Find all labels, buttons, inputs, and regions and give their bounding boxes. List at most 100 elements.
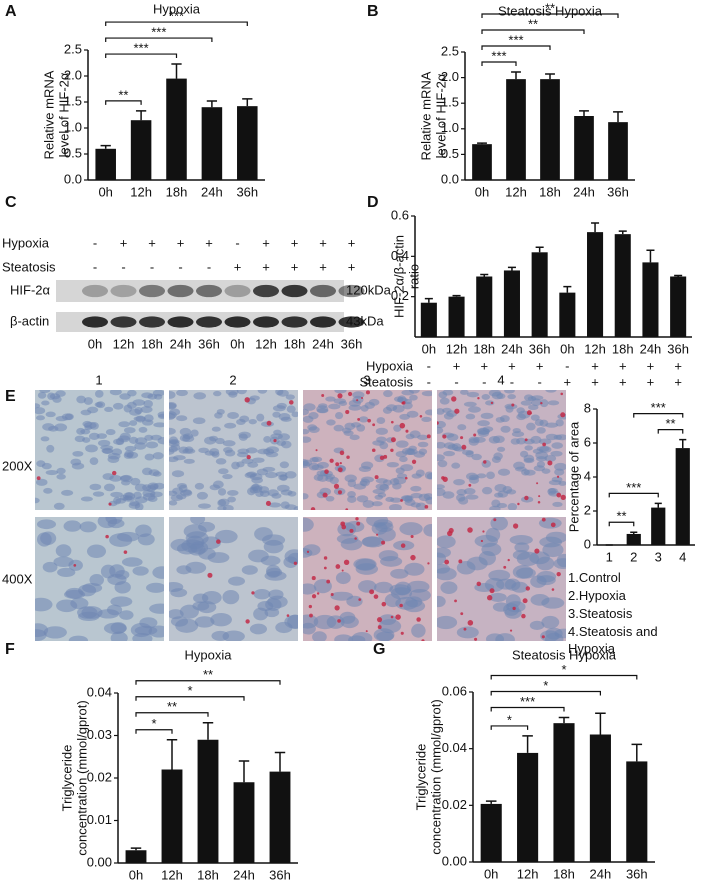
cell	[185, 561, 207, 574]
x-tick-label: 0h	[560, 341, 574, 356]
cell	[188, 543, 206, 556]
lipid-droplet	[346, 455, 350, 459]
cell	[349, 434, 360, 441]
cell	[218, 468, 229, 475]
lipid-droplet	[335, 564, 341, 569]
cell	[506, 489, 517, 495]
micrograph	[303, 517, 432, 641]
blot-band	[224, 316, 251, 328]
condition-sign: +	[536, 358, 544, 373]
cell	[371, 522, 388, 535]
row-label: 400X	[2, 571, 33, 586]
cell	[456, 493, 466, 502]
cell	[424, 409, 432, 416]
significance-label: ***	[626, 480, 641, 495]
cell	[375, 427, 388, 435]
lipid-droplet	[448, 527, 454, 534]
lipid-droplet	[293, 561, 298, 565]
condition-sign: +	[262, 235, 270, 250]
cell	[277, 390, 289, 397]
cell	[272, 411, 281, 418]
cell	[192, 417, 206, 425]
cell	[178, 446, 189, 454]
micrograph	[437, 390, 566, 510]
condition-name: Steatosis	[360, 374, 414, 389]
cell	[152, 566, 164, 579]
lipid-droplet	[330, 593, 334, 597]
significance-bracket	[490, 706, 565, 712]
cell	[347, 495, 357, 503]
cell	[193, 392, 207, 400]
lipid-droplet	[355, 517, 359, 521]
cell	[309, 457, 319, 463]
significance-bracket	[481, 61, 517, 66]
significance-label: *	[187, 683, 192, 698]
y-tick-label: 1.0	[64, 119, 82, 134]
cell	[114, 569, 130, 580]
lipid-droplet	[463, 627, 467, 631]
lipid-droplet	[111, 470, 117, 476]
condition-sign: +	[234, 259, 242, 274]
cell	[109, 390, 122, 396]
cell	[348, 635, 366, 641]
cell	[303, 622, 316, 635]
cell	[372, 440, 385, 446]
cell	[179, 434, 191, 442]
cell	[137, 533, 155, 546]
legend-box: 3.Steatosis	[568, 606, 632, 621]
cell	[207, 552, 230, 564]
lipid-droplet	[371, 448, 376, 453]
cell	[36, 478, 48, 486]
cell	[340, 615, 359, 629]
legend-box: 1.Control	[568, 570, 621, 585]
y-tick-label: 2.5	[64, 41, 82, 56]
cell	[35, 497, 40, 504]
cell	[385, 496, 395, 502]
cell	[183, 458, 195, 464]
condition-sign: -	[510, 374, 514, 389]
lipid-droplet	[405, 429, 409, 433]
cell	[400, 495, 414, 502]
lipid-droplet	[424, 504, 429, 509]
lipid-droplet	[335, 462, 340, 467]
x-tick-label: 0h	[98, 184, 112, 199]
lipid-droplet	[105, 534, 109, 539]
bar	[540, 79, 560, 180]
lipid-droplet	[216, 539, 221, 544]
panel-label: A	[5, 3, 17, 20]
cell	[132, 566, 149, 576]
cell	[134, 442, 147, 450]
error-bar	[130, 847, 142, 851]
cell	[437, 567, 457, 581]
panel-label: E	[5, 388, 16, 405]
cell	[442, 390, 454, 396]
cell	[451, 462, 461, 469]
significance-label: **	[528, 16, 538, 31]
significance-bracket	[490, 674, 638, 680]
legend-item: 2.Hypoxia	[568, 588, 626, 603]
cell	[210, 612, 232, 627]
cell	[74, 435, 86, 443]
x-tick-label: 0h	[422, 341, 436, 356]
cell	[497, 446, 506, 452]
cell	[173, 455, 186, 461]
blot-band	[338, 284, 365, 298]
micrograph	[437, 517, 566, 641]
cell	[547, 488, 557, 495]
cell	[133, 416, 147, 422]
condition-name: Hypoxia	[366, 358, 414, 373]
lane-label: 0h	[230, 336, 244, 351]
cell	[524, 445, 533, 451]
cell	[358, 465, 372, 472]
cell	[443, 450, 455, 457]
lipid-droplet	[251, 591, 255, 595]
blot-band	[139, 316, 165, 328]
lipid-droplet	[341, 569, 344, 572]
cell	[222, 440, 236, 447]
cell	[465, 413, 476, 420]
cell	[281, 440, 292, 449]
cell	[257, 390, 268, 394]
cell	[222, 473, 233, 480]
cell	[256, 413, 265, 422]
